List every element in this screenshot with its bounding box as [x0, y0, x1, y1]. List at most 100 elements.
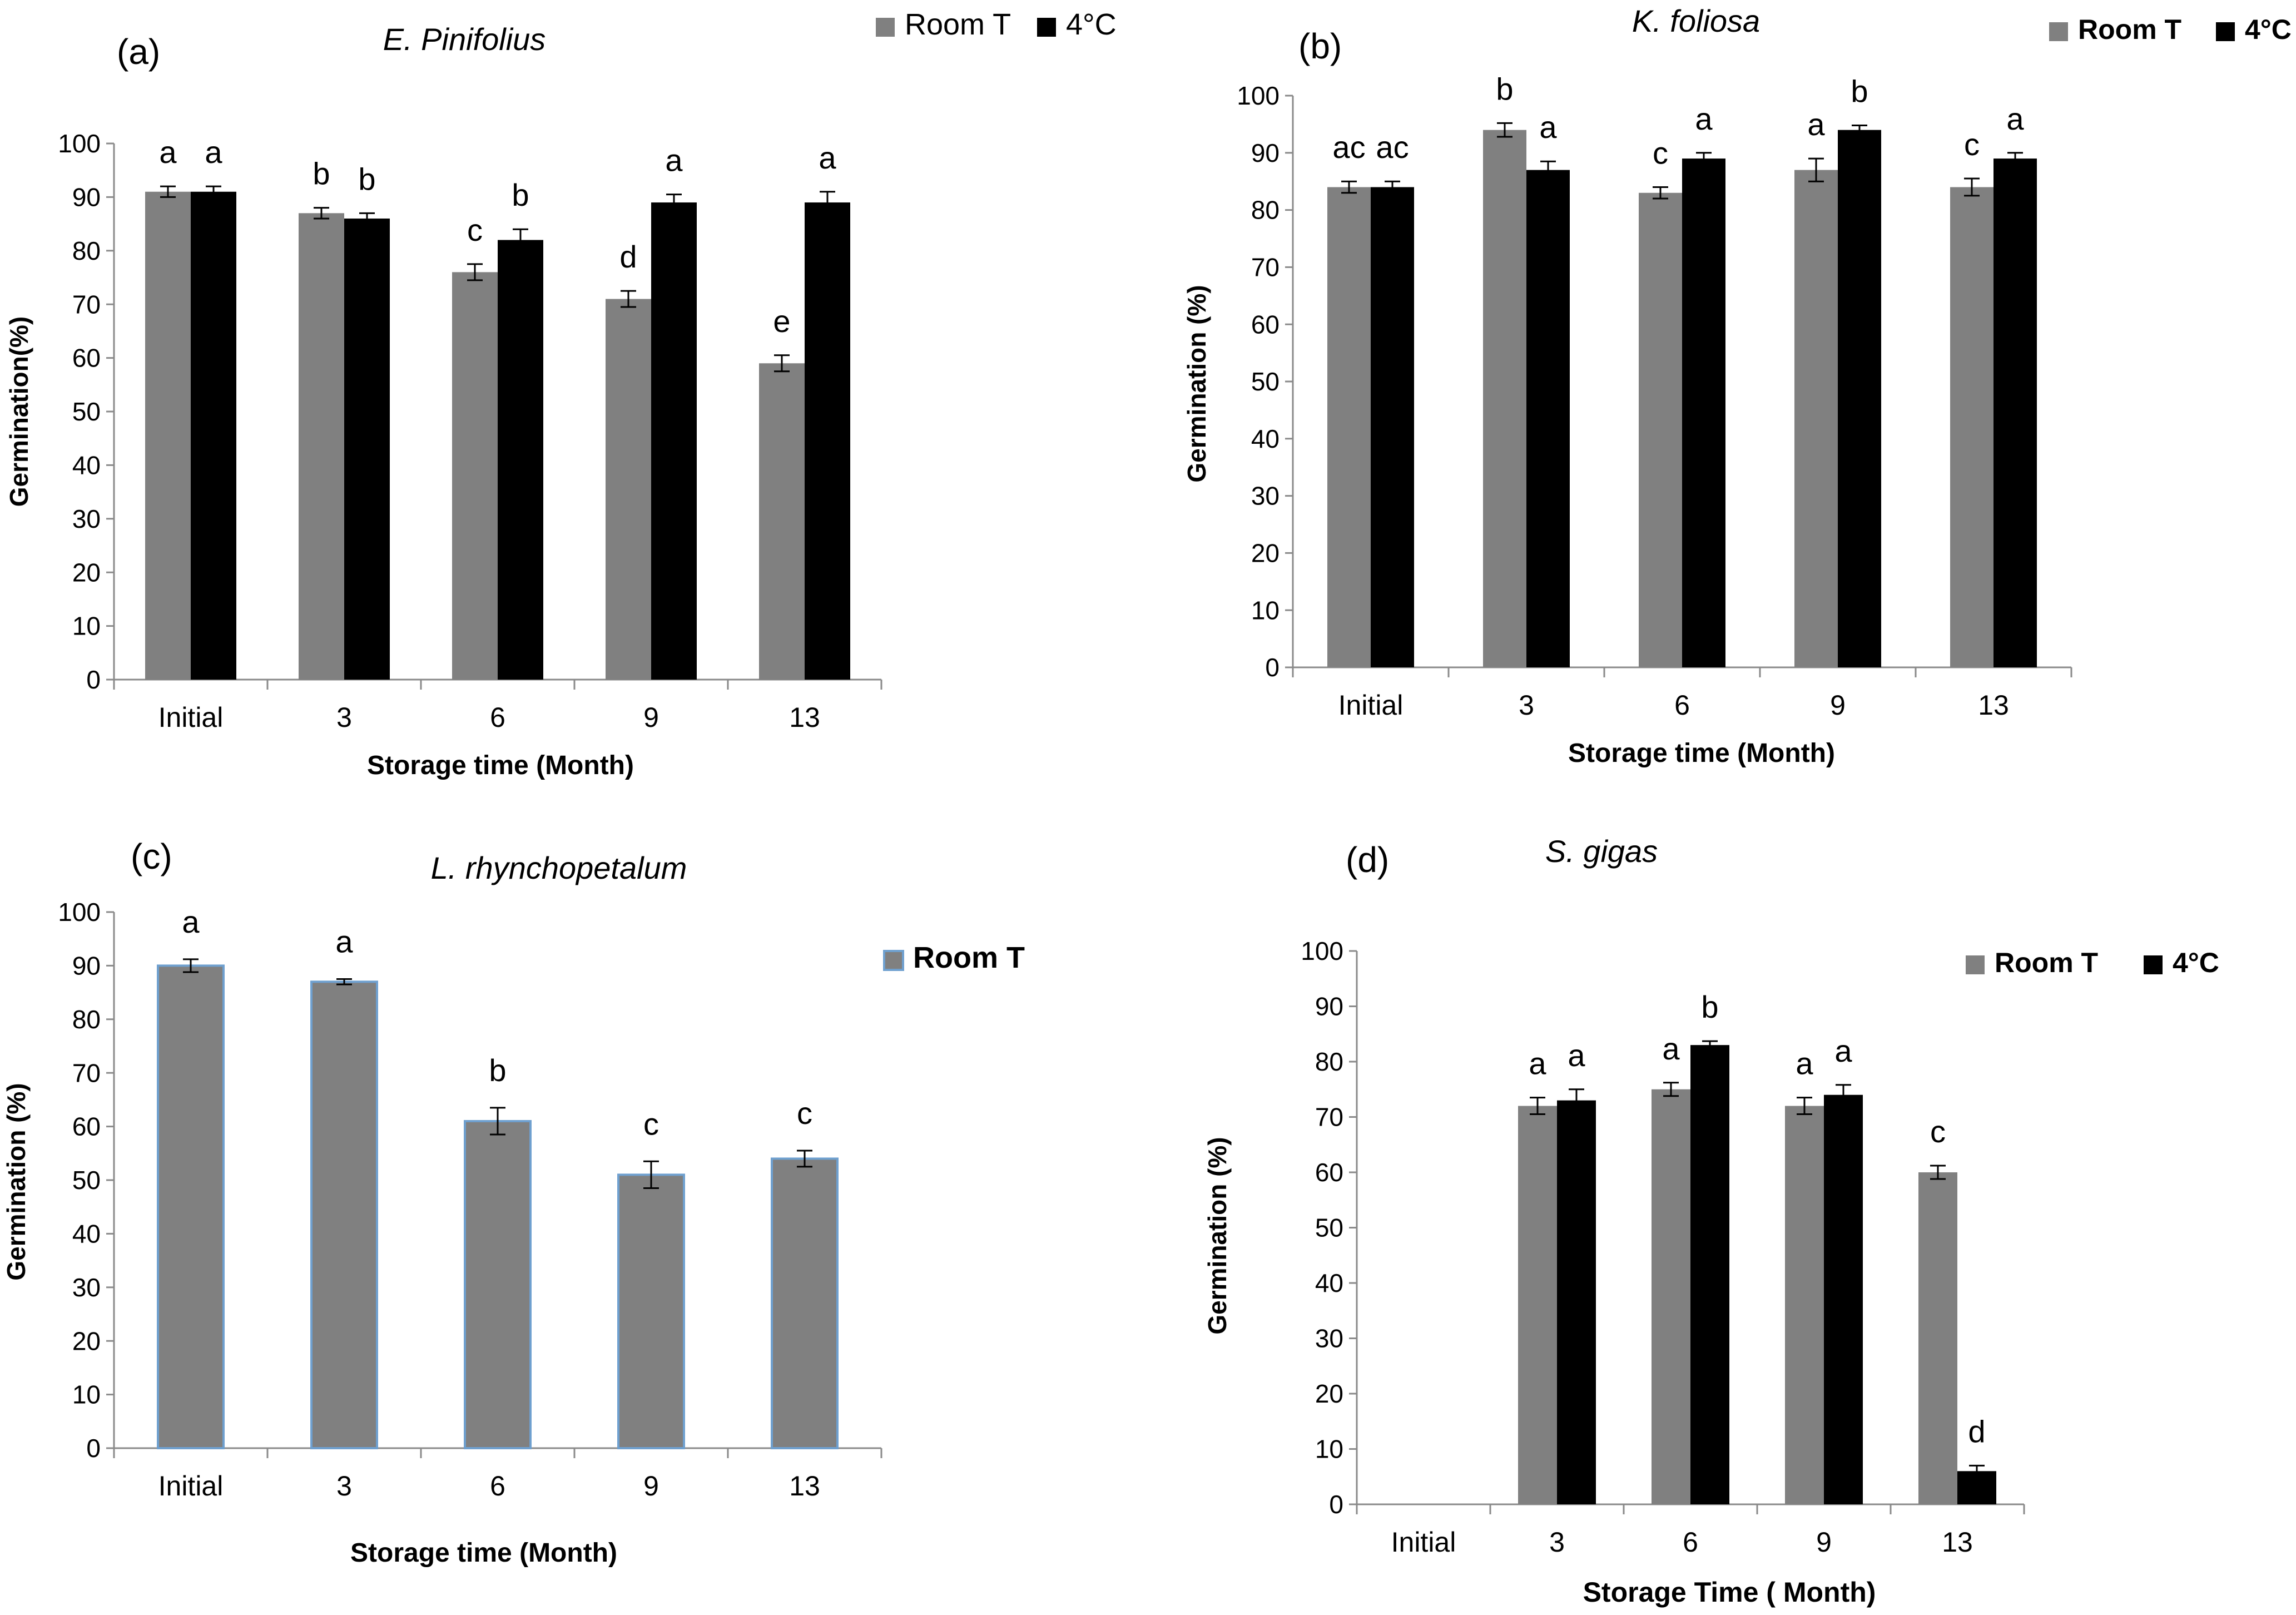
x-tick-label: 9	[1816, 1527, 1832, 1558]
significance-letter: b	[313, 156, 330, 191]
x-tick-label: Initial	[158, 702, 224, 733]
bar-room-t	[1785, 1106, 1824, 1504]
panel-label: (c)	[131, 836, 172, 876]
legend-label: 4°C	[2173, 947, 2219, 978]
y-tick-label: 60	[72, 1112, 101, 1141]
y-tick-label: 80	[72, 1005, 101, 1034]
y-tick-label: 0	[86, 1434, 101, 1463]
bar-4-c	[1526, 170, 1570, 667]
y-tick-label: 70	[1315, 1103, 1343, 1132]
legend-label: 4°C	[1066, 8, 1117, 41]
significance-letter: b	[1701, 989, 1718, 1024]
x-axis-title: Storage Time ( Month)	[1583, 1577, 1876, 1608]
bar-4-c	[498, 240, 543, 680]
significance-letter: ac	[1376, 130, 1409, 165]
y-tick-label: 70	[72, 1058, 101, 1087]
x-tick-label: 6	[490, 702, 505, 733]
significance-letter: a	[159, 135, 177, 170]
bar-4-c	[1371, 187, 1414, 668]
bar-room-t	[1950, 187, 1993, 668]
y-tick-label: 60	[1315, 1158, 1343, 1187]
bar-room-t	[1918, 1172, 1957, 1504]
y-tick-label: 10	[72, 612, 101, 641]
significance-letter: d	[619, 239, 637, 274]
y-tick-label: 40	[1315, 1269, 1343, 1297]
y-tick-label: 40	[72, 1220, 101, 1249]
y-tick-label: 0	[1329, 1490, 1343, 1519]
y-tick-label: 70	[1251, 253, 1280, 282]
bar-4-c	[1557, 1100, 1596, 1504]
x-tick-label: 9	[643, 1470, 659, 1502]
y-tick-label: 50	[1315, 1213, 1343, 1242]
significance-letter: a	[1834, 1033, 1852, 1068]
chart-title: L. rhynchopetalum	[431, 850, 687, 885]
significance-letter: ac	[1332, 130, 1365, 165]
bar-4-c	[805, 202, 850, 680]
bar-room-t	[452, 272, 498, 680]
bar-room-t	[1518, 1106, 1557, 1504]
y-tick-label: 50	[1251, 367, 1280, 396]
y-tick-label: 90	[72, 952, 101, 980]
bar-4-c	[651, 202, 697, 680]
x-tick-label: 9	[643, 702, 659, 733]
bar-room-t	[1483, 130, 1526, 667]
panel-label: (d)	[1346, 840, 1389, 880]
y-axis-title: Germination (%)	[1203, 1137, 1232, 1334]
y-tick-label: 30	[1315, 1324, 1343, 1353]
x-tick-label: 6	[1683, 1527, 1698, 1558]
legend-swatch	[2049, 22, 2068, 41]
significance-letter: a	[335, 924, 353, 959]
significance-letter: c	[1964, 127, 1980, 162]
significance-letter: a	[2006, 101, 2024, 136]
y-tick-label: 100	[1301, 937, 1343, 965]
y-tick-label: 70	[72, 290, 101, 319]
x-axis-title: Storage time (Month)	[367, 751, 634, 780]
bar-room-t	[157, 964, 225, 1449]
x-tick-label: 3	[336, 702, 352, 733]
y-tick-label: 80	[1315, 1047, 1343, 1076]
y-tick-label: 10	[1315, 1435, 1343, 1464]
significance-letter: a	[665, 143, 683, 178]
chart-panel-1: (a) E. Pinifolius 0 10 20 30 40 50 60 70 80 90 100 In…	[4, 8, 1117, 780]
y-tick-label: 40	[72, 451, 101, 480]
y-tick-label: 100	[58, 898, 101, 927]
x-tick-label: Initial	[158, 1470, 224, 1502]
bar-4-c	[191, 191, 236, 680]
bar-room-t	[606, 299, 651, 680]
x-tick-label: 6	[490, 1470, 505, 1502]
significance-letter: a	[182, 904, 200, 939]
significance-letter: d	[1968, 1414, 1985, 1449]
chart-panel-4: (d) S. gigas 0 10 20 30 40 50 60 70 80 90 100 Initial…	[1203, 834, 2219, 1608]
bar-room-t	[310, 980, 378, 1449]
bar-room-t	[759, 363, 805, 680]
bar-room-t	[145, 191, 191, 680]
y-tick-label: 20	[72, 1326, 101, 1355]
significance-letter: a	[1796, 1046, 1813, 1081]
y-tick-label: 0	[86, 665, 101, 694]
x-tick-label: 3	[336, 1470, 352, 1502]
x-axis-title: Storage time (Month)	[1568, 739, 1835, 768]
significance-letter: b	[1496, 71, 1513, 106]
x-axis-title: Storage time (Month)	[350, 1538, 617, 1568]
significance-letter: a	[1807, 107, 1825, 142]
significance-letter: a	[1568, 1038, 1585, 1073]
y-tick-label: 50	[72, 1166, 101, 1195]
legend-swatch	[1966, 955, 1985, 974]
significance-letter: a	[1539, 110, 1557, 145]
x-tick-label: 13	[1942, 1527, 1973, 1558]
y-tick-label: 20	[1315, 1379, 1343, 1408]
bar-room-t	[1639, 192, 1682, 667]
x-tick-label: 13	[1978, 690, 2009, 721]
y-tick-label: 100	[58, 129, 101, 158]
x-tick-label: 9	[1830, 690, 1846, 721]
legend-label: Room T	[1995, 947, 2098, 978]
bar-room-t	[1794, 170, 1838, 667]
significance-letter: a	[819, 140, 836, 175]
significance-letter: a	[1529, 1046, 1546, 1081]
chart-title: K. foliosa	[1632, 3, 1760, 38]
bar-room-t	[1327, 187, 1371, 668]
y-tick-label: 50	[72, 397, 101, 426]
bar-room-t	[1652, 1089, 1690, 1504]
y-tick-label: 10	[72, 1380, 101, 1409]
